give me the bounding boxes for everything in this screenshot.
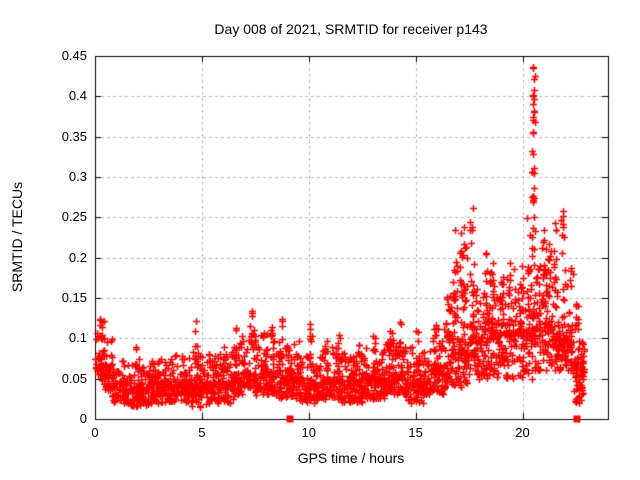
y-tick-label: 0.1 <box>68 330 87 346</box>
chart-title: Day 008 of 2021, SRMTID for receiver p14… <box>214 21 488 37</box>
y-tick-label: 0.25 <box>61 209 87 225</box>
y-tick-label: 0.4 <box>68 88 87 104</box>
y-tick-label: 0.15 <box>61 290 87 305</box>
y-tick-label: 0.3 <box>68 169 87 184</box>
y-tick-label: 0.2 <box>68 249 87 265</box>
x-tick-label: 10 <box>301 425 316 440</box>
y-tick-label: 0.05 <box>61 370 87 386</box>
x-tick-label: 0 <box>91 425 99 440</box>
y-axis-label: SRMTID / TECUs <box>9 181 25 293</box>
y-tick-label: 0.45 <box>61 48 87 63</box>
x-axis-label: GPS time / hours <box>297 450 405 466</box>
y-tick-label: 0.35 <box>61 128 87 144</box>
y-tick-label: 0 <box>79 411 87 426</box>
x-tick-label: 5 <box>198 425 206 440</box>
x-tick-label: 20 <box>515 425 530 440</box>
x-tick-label: 15 <box>408 425 423 440</box>
